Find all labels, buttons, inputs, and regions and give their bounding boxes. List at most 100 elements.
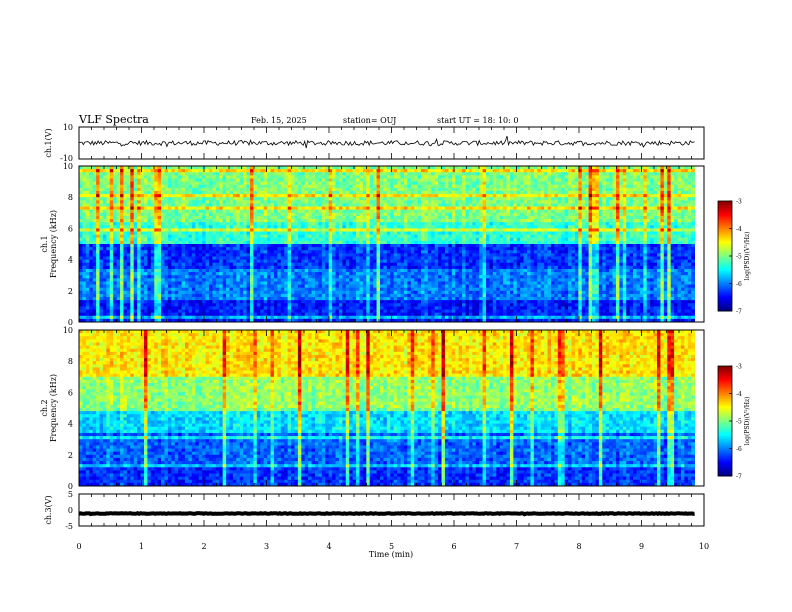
ch1s-cell <box>390 240 395 245</box>
ch1s-cell <box>506 181 511 186</box>
ch1s-cell <box>376 228 381 232</box>
ch1s-cell <box>130 169 135 173</box>
ch1s-cell <box>574 175 579 179</box>
ch1s-cell <box>540 234 545 239</box>
ch1s-cell <box>585 247 589 251</box>
ch1s-cell <box>468 234 473 239</box>
ch1s-cell <box>294 200 299 204</box>
ch1s-cell <box>294 219 299 223</box>
ch1s-cell <box>185 250 189 254</box>
ch1s-cell <box>301 172 306 176</box>
ch1s-cell <box>615 190 620 195</box>
ch1s-cell <box>277 247 282 251</box>
ch1s-cell <box>277 190 282 195</box>
ch1s-cell <box>137 247 141 251</box>
ch1s-cell <box>479 250 483 254</box>
ch1s-cell <box>349 197 354 201</box>
ch1s-cell <box>414 200 418 204</box>
ch1s-cell <box>164 237 169 242</box>
ch1s-cell <box>178 250 182 254</box>
ch1s-cell <box>198 181 203 186</box>
ch1s-cell <box>458 247 463 251</box>
ch1s-cell <box>468 247 473 251</box>
ch1s-cell <box>390 203 395 207</box>
ch1s-cell <box>687 184 692 189</box>
ch1s-cell <box>147 244 152 248</box>
ch1s-cell <box>85 187 90 192</box>
ch1s-cell <box>126 178 131 182</box>
ch1s-cell <box>109 190 114 195</box>
ch1s-cell <box>373 203 377 207</box>
ch1s-cell <box>102 200 107 204</box>
ch1s-cell <box>291 172 295 176</box>
ch1-waveform-panel: 10 -10 ch.1(V) <box>44 123 705 163</box>
ch1s-cell <box>205 178 210 182</box>
ch1s-cell <box>284 187 289 192</box>
ch1s-cell <box>174 215 179 220</box>
ch1s-cell <box>670 247 675 251</box>
ch1s-cell <box>314 215 319 220</box>
ch1s-cell <box>352 247 357 251</box>
ch1s-cell <box>462 212 466 217</box>
ch1s-cell <box>99 187 104 192</box>
ch1s-cell <box>219 240 224 245</box>
ch1s-cell <box>424 215 429 220</box>
ch1s-cell <box>424 187 429 192</box>
ch1s-cell <box>161 228 165 232</box>
ch1s-cell <box>499 166 504 170</box>
ch1s-cell <box>376 209 381 214</box>
ch1s-cell <box>113 166 118 170</box>
ch1s-cell <box>308 244 312 248</box>
ch1s-cell <box>568 166 572 170</box>
ch1s-cell <box>232 222 237 226</box>
ch1s-cell <box>629 219 634 223</box>
ch1s-cell <box>403 187 408 192</box>
ch1s-cell <box>462 231 466 236</box>
ch1s-cell <box>421 203 425 207</box>
ch1s-cell <box>451 244 456 248</box>
ch1s-cell <box>349 187 354 192</box>
ch1s-cell <box>356 172 360 176</box>
ch1s-cell <box>468 206 473 211</box>
ch1s-cell <box>246 225 251 229</box>
ch1s-cell <box>506 172 511 176</box>
ch1s-cell <box>212 203 217 207</box>
ch1s-cell <box>185 222 189 226</box>
ch1s-cell <box>609 219 613 223</box>
ch1s-cell <box>301 184 306 189</box>
ch1s-cell <box>574 169 579 173</box>
ch1s-cell <box>489 178 494 182</box>
ch1s-cell <box>287 228 292 232</box>
ch1s-cell <box>301 231 306 236</box>
ch1s-cell <box>444 178 449 182</box>
ch1s-cell <box>338 234 343 239</box>
ch1s-cell <box>260 175 265 179</box>
ch1s-cell <box>174 197 179 201</box>
ch1s-cell <box>550 203 555 207</box>
ch1s-cell <box>226 212 230 217</box>
ch1s-cell <box>592 228 596 232</box>
ch1s-cell <box>486 219 490 223</box>
ch1s-cell <box>376 169 381 173</box>
ch1s-cell <box>126 169 131 173</box>
ch1s-cell <box>503 231 507 236</box>
ch1s-cell <box>185 190 189 195</box>
ch1s-cell <box>250 184 254 189</box>
ch1s-cell <box>359 166 364 170</box>
ch1s-cell <box>229 219 234 223</box>
ch1s-cell <box>574 228 579 232</box>
ch1s-cell <box>417 190 422 195</box>
ch1s-cell <box>287 172 292 176</box>
ch1s-cell <box>359 225 364 229</box>
ch1s-cell <box>592 247 596 251</box>
ch1s-cell <box>561 184 566 189</box>
ch1s-cell <box>379 203 384 207</box>
ch1s-cell <box>674 247 678 251</box>
ch1s-cell <box>273 250 278 254</box>
ch1s-cell <box>150 234 155 239</box>
ch1s-cell <box>342 166 347 170</box>
ch1s-cell <box>564 194 569 198</box>
ch1s-cell <box>530 187 535 192</box>
ch1s-cell <box>458 209 463 214</box>
ch1s-cell <box>554 222 559 226</box>
